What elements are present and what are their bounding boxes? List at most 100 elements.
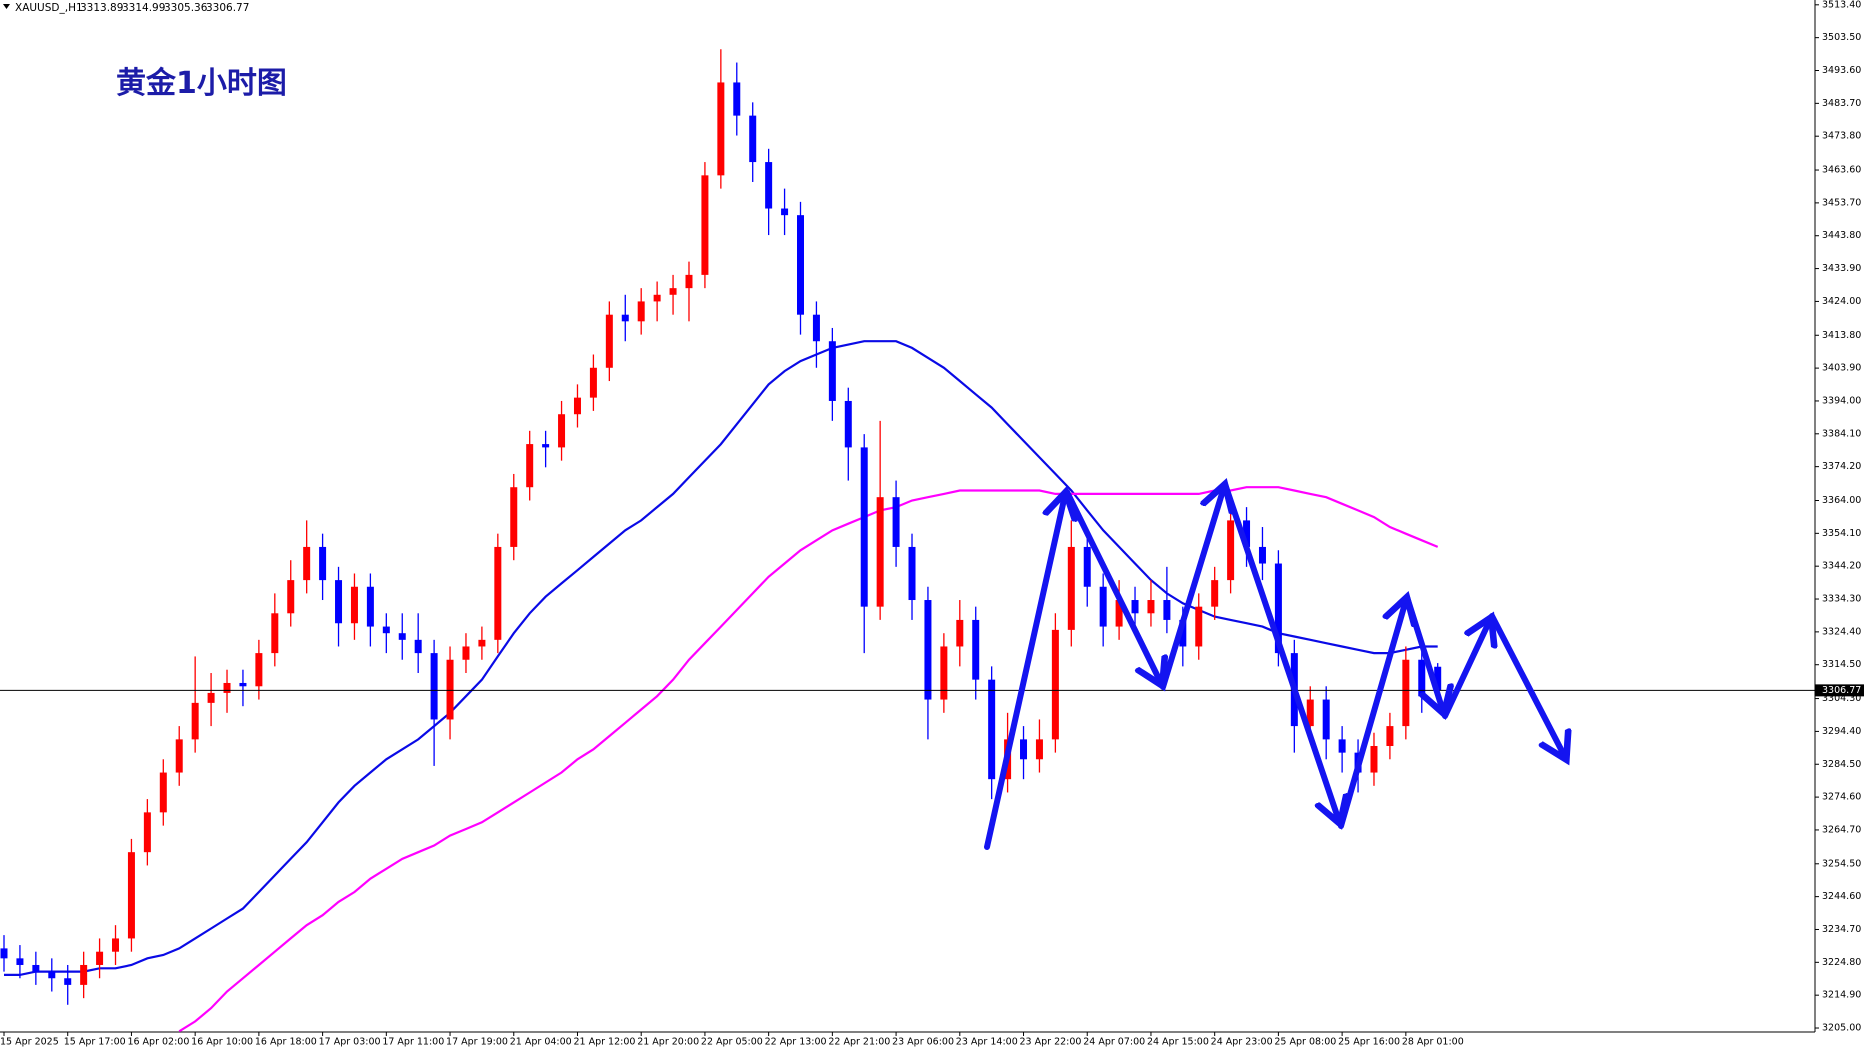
- x-tick-label: 15 Apr 17:00: [64, 1037, 126, 1048]
- y-tick-label: 3433.90: [1822, 263, 1861, 274]
- candle-body: [1243, 520, 1251, 547]
- candle-body: [127, 852, 135, 939]
- x-tick-label: 17 Apr 11:00: [382, 1037, 444, 1048]
- candle-body: [1322, 699, 1330, 740]
- y-tick-label: 3413.80: [1822, 330, 1861, 341]
- candle-body: [48, 971, 56, 979]
- y-tick-label: 3493.60: [1822, 65, 1861, 76]
- x-tick-label: 15 Apr 2025: [0, 1037, 59, 1048]
- candle-body: [510, 487, 518, 547]
- candle-body: [478, 639, 486, 647]
- candle-body: [924, 600, 932, 700]
- x-tick-label: 24 Apr 15:00: [1147, 1037, 1209, 1048]
- x-tick-label: 16 Apr 02:00: [127, 1037, 189, 1048]
- x-tick-label: 23 Apr 14:00: [956, 1037, 1018, 1048]
- candle-body: [589, 367, 597, 398]
- y-tick-label: 3463.60: [1822, 165, 1861, 176]
- candle-body: [797, 215, 804, 315]
- candle-body: [1163, 600, 1171, 620]
- header-low: 3305.36: [164, 2, 208, 14]
- candle-body: [1418, 659, 1426, 697]
- candle-body: [462, 646, 470, 660]
- y-tick-label: 3224.80: [1822, 957, 1861, 968]
- x-tick-label: 24 Apr 07:00: [1083, 1037, 1145, 1048]
- y-tick-label: 3453.70: [1822, 197, 1861, 208]
- candle-body: [494, 546, 502, 640]
- candle-body: [701, 175, 709, 275]
- x-tick-label: 21 Apr 12:00: [573, 1037, 635, 1048]
- candle-body: [80, 964, 88, 985]
- candle-body: [398, 633, 406, 640]
- candle-body: [972, 619, 980, 680]
- x-tick-label: 24 Apr 23:00: [1211, 1037, 1273, 1048]
- candle-body: [669, 288, 677, 295]
- candle-body: [765, 162, 773, 209]
- y-tick-label: 3264.70: [1822, 824, 1861, 835]
- y-tick-label: 3374.20: [1822, 461, 1861, 472]
- candle-body: [350, 586, 358, 624]
- y-tick-label: 3214.90: [1822, 990, 1861, 1001]
- arrow: [1160, 487, 1224, 690]
- candle-body: [159, 772, 167, 813]
- y-tick-label: 3314.50: [1822, 659, 1861, 670]
- arrow: [1489, 613, 1565, 757]
- candle-body: [542, 444, 550, 448]
- y-tick-label: 3344.20: [1822, 561, 1861, 572]
- candle-body: [287, 580, 295, 614]
- candle-body: [988, 679, 996, 780]
- candle-body: [1067, 546, 1075, 630]
- x-tick-label: 17 Apr 19:00: [446, 1037, 508, 1048]
- x-tick-label: 21 Apr 20:00: [637, 1037, 699, 1048]
- y-tick-label: 3254.50: [1822, 858, 1861, 869]
- candle-body: [366, 586, 374, 627]
- candle-body: [414, 639, 422, 654]
- candle-body: [1370, 746, 1378, 773]
- candle-body: [382, 626, 390, 634]
- candle-body: [717, 82, 725, 176]
- candle-body: [1402, 659, 1410, 727]
- candle-body: [733, 82, 741, 116]
- candle-body: [175, 739, 183, 773]
- candle-body: [223, 682, 231, 693]
- candle-body: [16, 958, 24, 965]
- candle-body: [605, 314, 613, 368]
- x-tick-label: 21 Apr 04:00: [510, 1037, 572, 1048]
- candle-body: [96, 951, 104, 965]
- candle-body: [1020, 739, 1028, 760]
- candle-body: [908, 546, 916, 601]
- x-tick-label: 16 Apr 10:00: [191, 1037, 253, 1048]
- candle-body: [558, 414, 566, 448]
- plot-area: [0, 49, 1815, 1032]
- y-tick-label: 3284.50: [1822, 759, 1861, 770]
- y-tick-label: 3443.80: [1822, 230, 1861, 241]
- candle-body: [1035, 739, 1043, 760]
- candle-body: [940, 646, 948, 700]
- candle-body: [828, 341, 836, 401]
- header-close: 3306.77: [206, 2, 249, 14]
- y-tick-label: 3244.60: [1822, 891, 1861, 902]
- candle-body: [446, 659, 454, 720]
- y-tick-label: 3483.70: [1822, 98, 1861, 109]
- y-tick-label: 3304.30: [1822, 693, 1861, 704]
- candle-body: [319, 546, 327, 581]
- candle-body: [1131, 600, 1139, 614]
- candle-body: [1386, 726, 1394, 747]
- candle-body: [781, 208, 789, 216]
- candle-body: [1115, 600, 1123, 627]
- x-tick-label: 22 Apr 05:00: [701, 1037, 763, 1048]
- candle-body: [844, 400, 852, 448]
- candle-body: [876, 497, 884, 607]
- candle-body: [685, 274, 693, 289]
- y-tick-label: 3403.90: [1822, 363, 1861, 374]
- y-tick-label: 3274.60: [1822, 792, 1861, 803]
- candle-body: [1147, 600, 1155, 614]
- candle-body: [303, 546, 311, 581]
- y-tick-label: 3234.70: [1822, 924, 1861, 935]
- dropdown-icon: [3, 4, 10, 9]
- candle-body: [892, 497, 900, 547]
- candle-body: [749, 115, 757, 163]
- candle-body: [191, 702, 199, 740]
- candle-body: [1179, 619, 1187, 647]
- candle-body: [335, 580, 343, 624]
